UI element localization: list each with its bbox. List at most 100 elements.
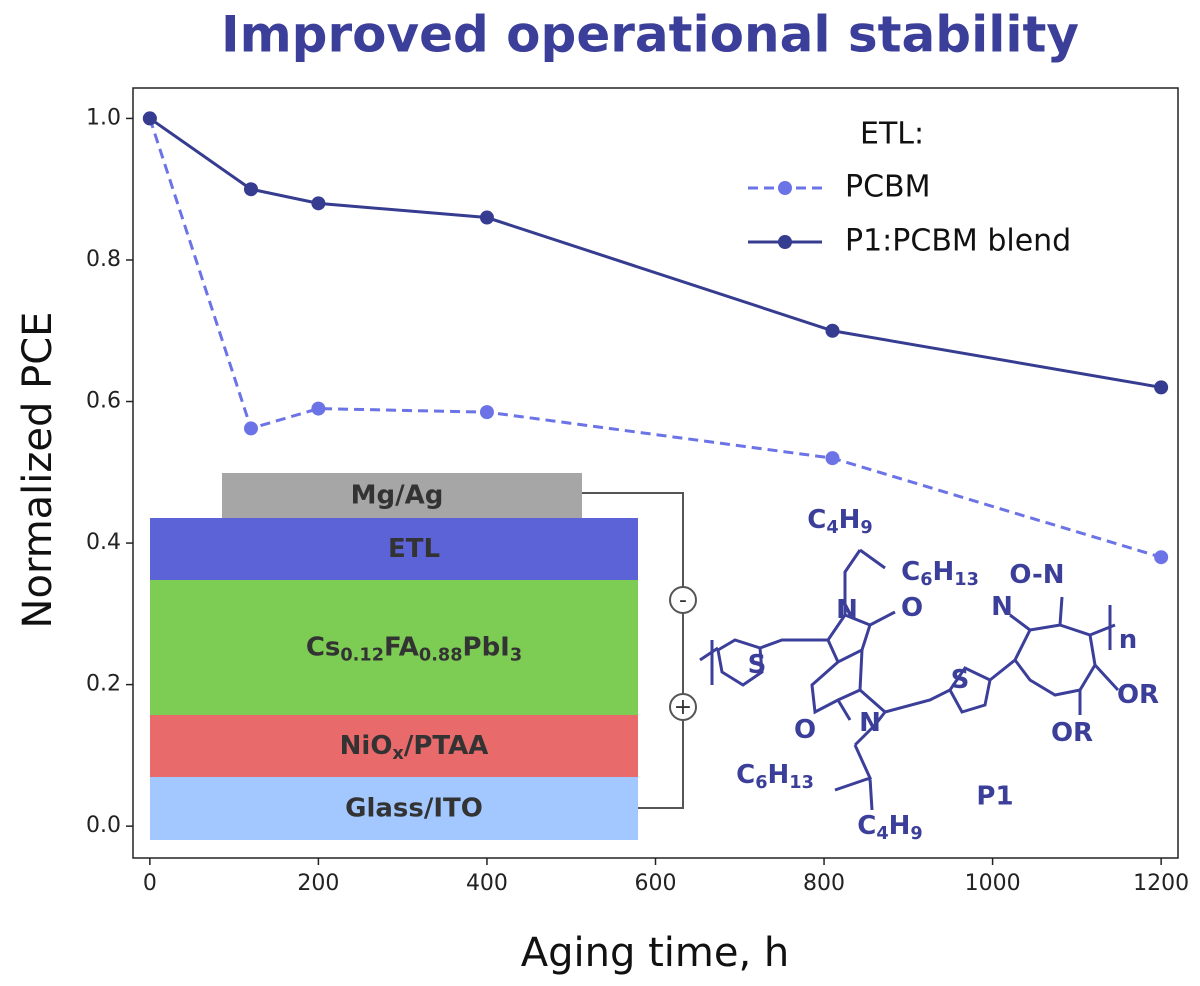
data-point (825, 323, 840, 338)
molecule-atom-label-part: OR (1117, 680, 1159, 710)
molecule-atom-label-part: 4 (876, 824, 888, 844)
data-point (311, 401, 326, 416)
device-layer (150, 580, 638, 715)
device-layer (150, 715, 638, 777)
x-tick-label: 0 (143, 871, 157, 896)
molecule-atom-label: S (748, 650, 767, 680)
molecule-atom-label-part: O-N (1009, 560, 1064, 590)
molecule-atom-label-part: N (991, 592, 1013, 622)
molecule-atom-label-part: S (951, 665, 970, 695)
molecule-atom-label: OR (1117, 680, 1159, 710)
molecule-atom-label: C6H13 (901, 557, 979, 590)
x-tick-label: 400 (466, 871, 508, 896)
molecule-atom-label-part: H (889, 811, 911, 841)
device-layer-label: Glass/ITO (345, 793, 483, 823)
molecule-atom-label-part: H (839, 505, 861, 535)
device-layer-label-part: Glass/ITO (345, 793, 483, 823)
molecule-atom-label: OR (1051, 718, 1093, 748)
data-point (311, 196, 326, 211)
series-line (148, 117, 1162, 559)
legend-marker (778, 181, 792, 195)
molecule-atom-label-part: C (857, 811, 876, 841)
molecule-atom-label-part: 9 (910, 824, 922, 844)
series-line (148, 117, 1162, 389)
device-layer-label: Mg/Ag (351, 480, 444, 510)
device-layer-label-part: Cs (306, 632, 341, 662)
device-layer-label-part: x (392, 744, 404, 764)
molecule-atom-label-part: C (901, 557, 920, 587)
molecule-atom-label-part: O (794, 715, 816, 745)
device-layer-label-part: Mg/Ag (351, 480, 444, 510)
molecule-atom-label-part: 6 (920, 570, 932, 590)
molecule-atom-label-part: n (1119, 625, 1138, 655)
data-point (1154, 550, 1169, 565)
x-tick-label: 200 (297, 871, 339, 896)
device-layer-label: Cs0.12FA0.88PbI3 (306, 632, 522, 665)
molecule-atom-label: O-N (1009, 560, 1064, 590)
data-point (1154, 380, 1169, 395)
data-point (142, 111, 157, 126)
x-axis-label: Aging time, h (521, 930, 789, 976)
device-layer-label-part: 0.12 (340, 645, 384, 665)
molecule-atom-label: C4H9 (807, 505, 872, 538)
data-point (243, 182, 258, 197)
terminal-sign: + (674, 695, 692, 720)
x-tick-label: 600 (635, 871, 677, 896)
molecule-atom-label-part: 4 (826, 518, 838, 538)
molecule-atom-label: N (991, 592, 1013, 622)
molecule-atom-label: O (901, 593, 923, 623)
device-layer-label-part: FA (384, 632, 419, 662)
device-layer-label-part: 0.88 (419, 645, 463, 665)
molecule-atom-label: n (1119, 625, 1138, 655)
device-layer-label-part: PbI (463, 632, 510, 662)
terminal-sign: - (679, 588, 687, 613)
molecule-atom-label-part: O (901, 593, 923, 623)
device-layer-label: ETL (388, 534, 440, 564)
molecule-atom-label-part: OR (1051, 718, 1093, 748)
molecule-atom-label: C6H13 (736, 760, 814, 793)
y-tick-label: 0.0 (86, 813, 121, 838)
legend-title: ETL: (860, 117, 924, 152)
x-tick-label: 800 (803, 871, 845, 896)
molecule-atom-label-part: C (736, 760, 755, 790)
y-tick-label: 1.0 (86, 105, 121, 130)
molecule-atom-label: N (859, 708, 881, 738)
molecule-atom-label-part: S (748, 650, 767, 680)
device-layer (150, 518, 638, 580)
y-tick-label: 0.4 (86, 530, 121, 555)
molecule-atom-label: O (794, 715, 816, 745)
molecule-atom-label-part: C (807, 505, 826, 535)
data-point (479, 210, 494, 225)
molecule-atom-label: C4H9 (857, 811, 922, 844)
y-tick-label: 0.6 (86, 389, 121, 414)
molecule-atom-label-part: 13 (954, 570, 979, 590)
data-point (825, 451, 840, 466)
molecule-atom-label-part: H (933, 557, 955, 587)
legend-marker (778, 235, 792, 249)
legend-label: PCBM (845, 170, 931, 205)
device-layer-label-part: 3 (510, 645, 522, 665)
device-layer (222, 473, 582, 518)
device-layer-label-part: /PTAA (404, 731, 489, 761)
data-point (243, 421, 258, 436)
legend-label: P1:PCBM blend (845, 224, 1071, 259)
molecule-atom-label-part: 6 (755, 773, 767, 793)
device-layer-label-part: ETL (388, 534, 440, 564)
molecule-atom-label-part: N (859, 708, 881, 738)
y-axis-label: Normalized PCE (15, 312, 61, 629)
molecule-atom-label-part: 9 (860, 518, 872, 538)
chart-title: Improved operational stability (221, 6, 1079, 64)
molecule-atom-label-part: 13 (789, 773, 814, 793)
y-tick-label: 0.8 (86, 247, 121, 272)
molecule-bonds (699, 548, 1120, 811)
x-tick-label: 1000 (965, 871, 1021, 896)
molecule-atom-label: S (951, 665, 970, 695)
device-layer-label-part: NiO (340, 731, 393, 761)
molecule-atom-label: N (836, 595, 858, 625)
x-tick-label: 1200 (1133, 871, 1189, 896)
molecule-atom-label-part: H (768, 760, 790, 790)
device-wires (582, 492, 697, 809)
device-layer (150, 777, 638, 840)
device-layer-label: NiOx/PTAA (340, 731, 489, 764)
